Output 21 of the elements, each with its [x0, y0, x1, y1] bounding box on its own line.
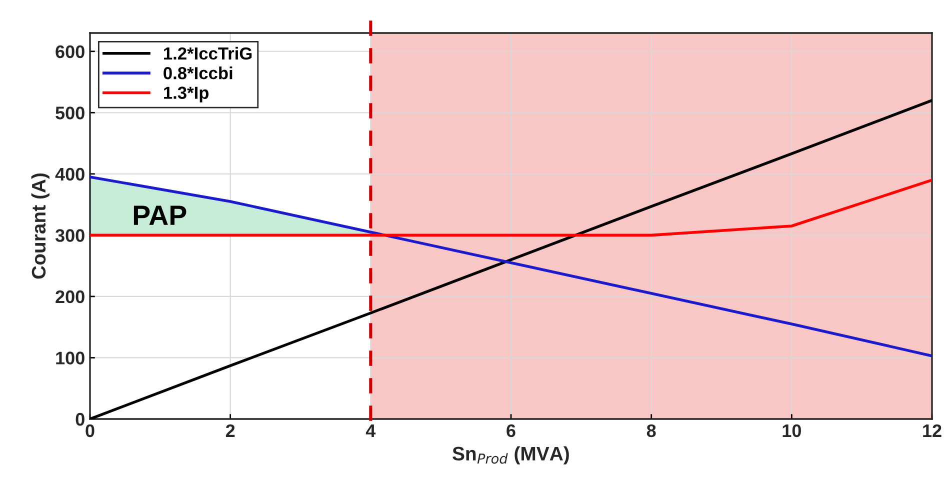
- legend-label: 1.2*IccTriG: [164, 46, 252, 60]
- x-tick-label: 4: [366, 424, 376, 437]
- y-tick-label: 0: [76, 412, 84, 426]
- y-tick-label: 100: [56, 352, 84, 364]
- y-tick-label: 200: [56, 290, 84, 304]
- line-series: [90, 176, 932, 358]
- y-tick-label: 500: [56, 106, 84, 120]
- x-tick-label: 0: [86, 424, 94, 438]
- legend-label: 1.3*Ip: [164, 86, 209, 102]
- annotation: PAP: [134, 206, 186, 225]
- y-tick-label: 400: [55, 168, 84, 181]
- x-tick-label: 12: [923, 424, 942, 437]
- y-tick-label: 600: [56, 45, 84, 58]
- legend-label: 0.8*Iccbi: [164, 66, 232, 80]
- x-tick-label: 10: [782, 424, 801, 438]
- y-tick-label: 300: [55, 229, 84, 242]
- y-axis-title: Courant (A): [31, 174, 50, 279]
- x-tick-label: 2: [226, 424, 235, 437]
- x-tick-label: 8: [646, 424, 656, 438]
- x-tick-label: 6: [506, 424, 516, 438]
- x-axis-title: Sn$_{Prod}$ (MVA): [452, 446, 569, 464]
